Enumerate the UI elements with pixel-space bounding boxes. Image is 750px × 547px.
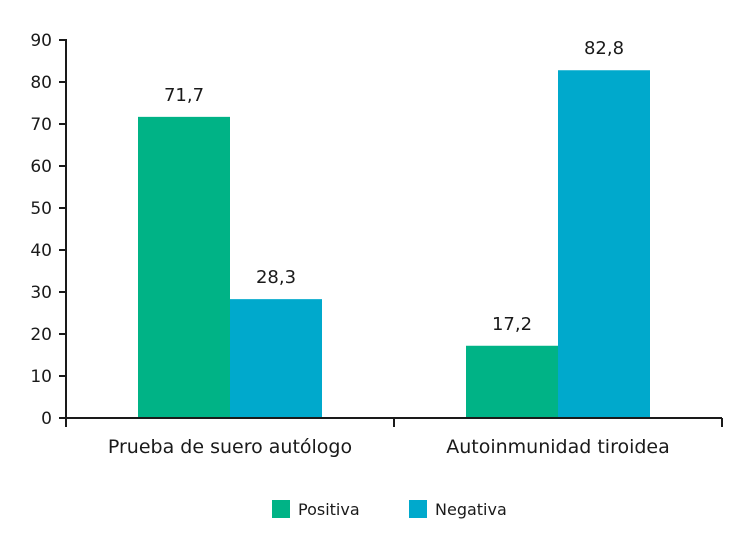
legend-swatch-positiva (272, 500, 290, 518)
y-tick-label-60: 60 (30, 157, 52, 177)
y-tick-label-10: 10 (30, 367, 52, 387)
y-tick-label-50: 50 (30, 199, 52, 219)
y-tick-label-90: 90 (30, 31, 52, 51)
category-label-0: Prueba de suero autólogo (108, 436, 352, 458)
bar-positiva-0 (138, 116, 230, 419)
bars-layer (138, 70, 650, 419)
y-tick-label-80: 80 (30, 73, 52, 93)
data-label-positiva-1: 17,2 (492, 314, 532, 335)
bar-negativa-1 (558, 70, 650, 419)
y-tick-label-30: 30 (30, 283, 52, 303)
legend: Positiva Negativa (272, 500, 507, 519)
y-tick-label-0: 0 (41, 409, 52, 429)
legend-swatch-negativa (409, 500, 427, 518)
y-tick-label-70: 70 (30, 115, 52, 135)
bar-negativa-0 (230, 299, 322, 418)
legend-label-negativa: Negativa (435, 500, 507, 519)
bar-positiva-1 (466, 345, 558, 418)
labels-layer: 71,7 17,2 28,3 82,8 0 10 20 30 40 50 60 70 80 90 Prueb… (30, 31, 669, 458)
y-tick-label-40: 40 (30, 241, 52, 261)
axes-layer (59, 39, 723, 427)
data-label-negativa-1: 82,8 (584, 38, 624, 59)
data-label-positiva-0: 71,7 (164, 85, 204, 106)
data-label-negativa-0: 28,3 (256, 267, 296, 288)
legend-label-positiva: Positiva (298, 500, 360, 519)
y-tick-label-20: 20 (30, 325, 52, 345)
category-label-1: Autoinmunidad tiroidea (446, 436, 670, 458)
